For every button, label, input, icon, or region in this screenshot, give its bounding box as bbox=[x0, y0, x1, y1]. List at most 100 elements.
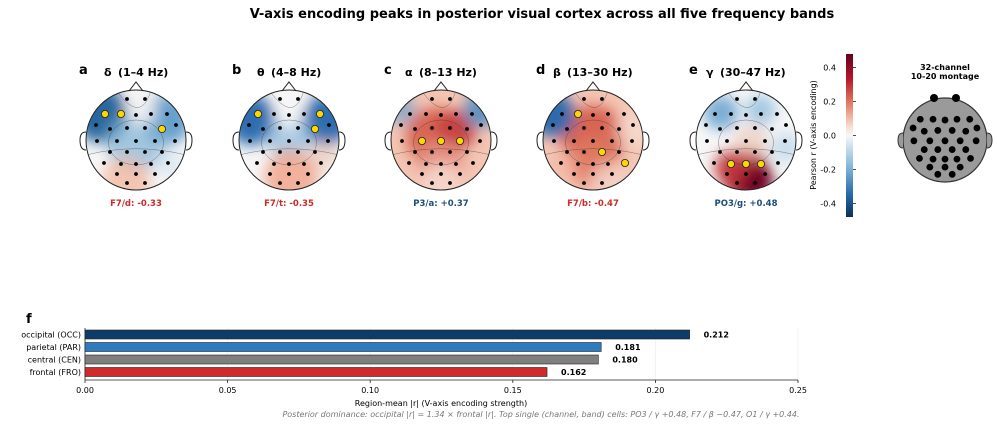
electrode bbox=[125, 97, 129, 101]
right-ear bbox=[795, 131, 803, 151]
nose bbox=[433, 81, 449, 92]
topomap-panel-c: c α (8–13 Hz) P3/a: +0.37 bbox=[384, 63, 498, 209]
topomap-field bbox=[391, 90, 491, 190]
electrode bbox=[296, 181, 300, 185]
electrode bbox=[94, 123, 98, 127]
electrode bbox=[327, 123, 331, 127]
montage-electrode bbox=[962, 127, 970, 135]
peak-electrode bbox=[598, 147, 606, 156]
peak-electrode bbox=[417, 137, 426, 145]
electrode bbox=[729, 112, 733, 116]
electrode bbox=[470, 112, 474, 116]
bar-x-tick-label: 0.10 bbox=[361, 386, 379, 395]
electrode bbox=[424, 162, 428, 166]
head-map bbox=[384, 81, 498, 191]
montage-title-line1: 32-channel bbox=[920, 63, 970, 72]
electrode bbox=[763, 139, 767, 143]
electrode bbox=[115, 172, 119, 176]
montage-electrode bbox=[934, 146, 942, 153]
electrode bbox=[125, 126, 129, 130]
peak-electrode bbox=[254, 109, 263, 118]
electrode bbox=[582, 126, 586, 130]
bar-chart-panel-f: f occipital (OCC) 0.212 parietal (PAR) 0.18… bbox=[21, 312, 807, 419]
colorbar-label: Pearson r (V-axis encoding) bbox=[809, 80, 818, 190]
montage-electrode bbox=[909, 124, 917, 132]
bar-x-tick-label: 0.20 bbox=[646, 386, 664, 395]
electrode bbox=[572, 172, 576, 176]
electrode bbox=[576, 162, 580, 166]
peak-electrode bbox=[742, 159, 750, 168]
electrode bbox=[302, 162, 306, 166]
montage-electrode bbox=[910, 137, 918, 145]
electrode bbox=[439, 162, 443, 166]
panel-letter: e bbox=[689, 63, 698, 78]
left-ear bbox=[536, 131, 544, 151]
topomap-field bbox=[696, 90, 796, 190]
electrode bbox=[591, 172, 595, 176]
electrode bbox=[744, 113, 748, 117]
electrode bbox=[296, 126, 300, 130]
montage-electrode bbox=[948, 127, 956, 134]
electrode bbox=[413, 127, 417, 131]
electrode bbox=[247, 123, 251, 127]
electrode bbox=[753, 97, 757, 101]
field-blob bbox=[309, 140, 339, 170]
electrode bbox=[606, 112, 610, 116]
electrode bbox=[713, 112, 717, 116]
contour-line bbox=[268, 90, 305, 108]
electrode bbox=[165, 112, 169, 116]
band-greek: β bbox=[553, 66, 561, 79]
electrode bbox=[160, 150, 164, 154]
peak-label: P3/a: +0.37 bbox=[413, 199, 469, 209]
electrode bbox=[306, 172, 310, 176]
electrode bbox=[134, 162, 138, 166]
electrode bbox=[753, 126, 757, 130]
montage-electrode bbox=[929, 115, 937, 123]
electrode bbox=[424, 112, 428, 116]
electrode bbox=[278, 181, 282, 185]
montage-electrode bbox=[941, 155, 949, 163]
contour-line bbox=[725, 90, 762, 108]
contour-line bbox=[391, 148, 491, 156]
electrode bbox=[125, 150, 129, 154]
electrode bbox=[600, 181, 604, 185]
electrode bbox=[712, 161, 716, 165]
montage-electrode bbox=[948, 170, 956, 178]
electrode bbox=[735, 97, 739, 101]
electrode bbox=[166, 161, 170, 165]
topomap-panel-a: a δ (1–4 Hz) F7/d: -0.33 bbox=[79, 63, 193, 209]
contour-line bbox=[696, 148, 796, 156]
bar-category-label: occipital (OCC) bbox=[21, 331, 81, 340]
electrode bbox=[479, 123, 483, 127]
electrode bbox=[606, 162, 610, 166]
colorbar-tick-label: -0.2 bbox=[820, 165, 836, 174]
electrode bbox=[439, 113, 443, 117]
electrode bbox=[153, 139, 157, 143]
bar-value-label: 0.162 bbox=[561, 368, 586, 377]
topomap-field bbox=[543, 90, 643, 190]
electrode bbox=[600, 126, 604, 130]
electrode bbox=[287, 172, 291, 176]
electrode bbox=[753, 150, 757, 154]
bar-footnote: Posterior dominance: occipital |r| = 1.3… bbox=[282, 410, 799, 419]
electrode bbox=[560, 112, 564, 116]
bar bbox=[84, 367, 548, 377]
bar-category-label: frontal (FRO) bbox=[30, 368, 81, 377]
electrode bbox=[775, 112, 779, 116]
montage-electrode bbox=[953, 155, 961, 163]
montage-electrode bbox=[948, 146, 956, 153]
electrode bbox=[287, 113, 291, 117]
electrode bbox=[465, 127, 469, 131]
electrode bbox=[617, 127, 621, 131]
montage-panel: 32-channel 10-20 montage bbox=[897, 63, 993, 183]
electrode bbox=[552, 139, 556, 143]
electrode bbox=[399, 123, 403, 127]
electrode bbox=[149, 162, 153, 166]
electrode bbox=[134, 172, 138, 176]
electrode bbox=[718, 127, 722, 131]
band-range: (4–8 Hz) bbox=[271, 66, 321, 79]
nose bbox=[128, 81, 144, 92]
montage-electrode bbox=[966, 115, 974, 123]
figure-title: V-axis encoding peaks in posterior visua… bbox=[250, 7, 835, 22]
